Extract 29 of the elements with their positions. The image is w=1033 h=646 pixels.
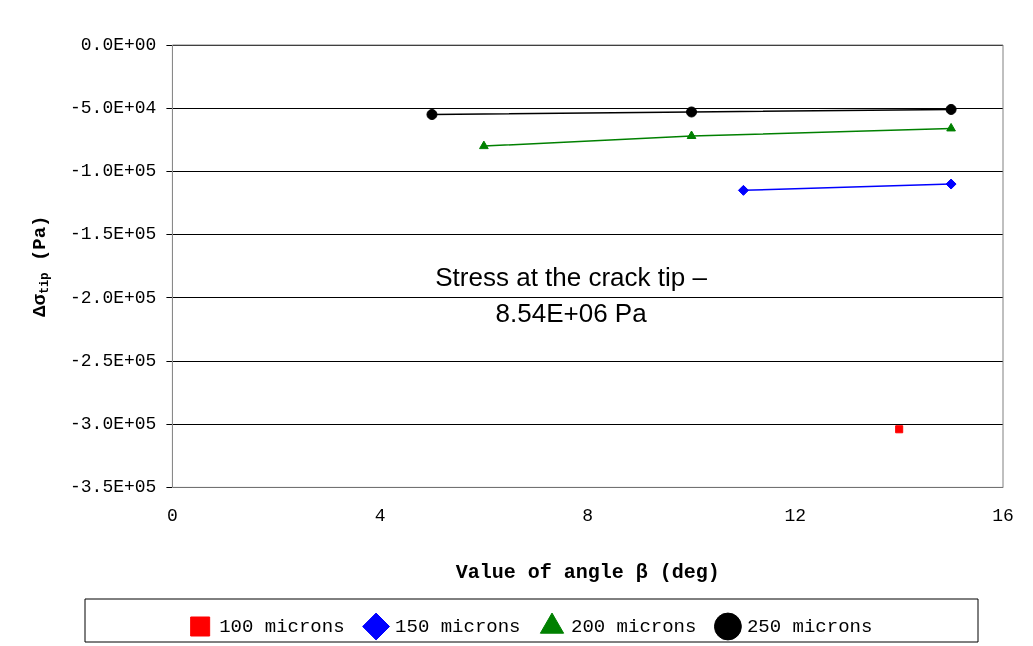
y-tick-label: -1.0E+05 [69, 161, 157, 182]
point [686, 130, 697, 140]
point [945, 103, 957, 115]
legend-label: 150 microns [395, 615, 521, 638]
x-tick-label: 12 [784, 505, 807, 526]
y-tick-label: -3.0E+05 [69, 413, 157, 434]
point [895, 425, 904, 434]
y-axis-title: Δσtip (Pa) [28, 215, 53, 317]
point [426, 109, 438, 121]
y-tick-label: -3.5E+05 [69, 477, 157, 498]
annotation: Stress at the crack tip – 8.54E+06 Pa [435, 262, 708, 329]
legend-label: 100 microns [219, 615, 345, 638]
point [737, 184, 749, 196]
y-tick-label: -2.0E+05 [69, 287, 157, 308]
y-tick-label: -2.5E+05 [69, 350, 157, 371]
y-tick-label: -1.5E+05 [69, 224, 157, 245]
x-tick-label: 0 [167, 505, 178, 526]
legend-label: 250 microns [746, 615, 873, 638]
point [686, 106, 698, 118]
x-tick-label: 4 [374, 505, 386, 526]
point [945, 178, 957, 190]
point [479, 140, 489, 150]
x-axis-title: Value of angle β (deg) [455, 561, 720, 585]
x-tick-label: 16 [992, 505, 1014, 526]
y-tick-label: -5.0E+04 [69, 97, 157, 118]
legend-label: 200 microns [571, 615, 697, 638]
x-tick-label: 8 [582, 505, 594, 526]
point [946, 122, 956, 132]
y-tick-label: 0.0E+00 [80, 34, 157, 55]
